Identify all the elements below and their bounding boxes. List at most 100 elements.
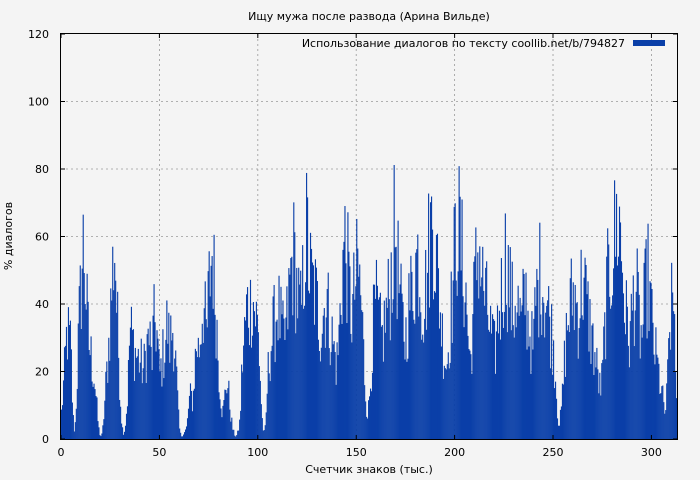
data-bar [596, 347, 598, 439]
data-bar [70, 349, 72, 439]
data-bar [633, 346, 635, 439]
data-bar [268, 373, 270, 439]
bar-series [61, 165, 678, 440]
data-bar [344, 206, 346, 439]
data-bar [67, 307, 70, 439]
data-bar [339, 303, 341, 439]
data-bar [639, 358, 641, 439]
data-bar [463, 327, 465, 439]
data-bar [397, 220, 399, 439]
data-bar [162, 329, 164, 439]
data-bar [161, 386, 163, 439]
data-bar [394, 247, 396, 439]
data-bar [96, 397, 98, 439]
data-bar [144, 350, 146, 439]
data-bar [206, 327, 208, 439]
data-bar [216, 319, 218, 439]
data-bar [621, 272, 624, 439]
data-bar [215, 358, 217, 439]
data-bar [244, 317, 246, 439]
y-tick-label: 40 [35, 298, 49, 311]
data-bar [227, 388, 229, 439]
data-bar [411, 271, 413, 439]
data-bar [327, 272, 329, 439]
data-bar [252, 302, 255, 439]
data-bar [273, 284, 275, 439]
data-bar [401, 293, 403, 439]
data-bar [460, 270, 462, 439]
data-bar [85, 309, 87, 439]
data-bar [110, 288, 112, 439]
data-bar [230, 421, 232, 439]
data-bar [651, 288, 653, 439]
data-bar [535, 305, 537, 439]
data-bar [300, 270, 302, 439]
data-bar [435, 235, 438, 439]
data-bar [168, 312, 170, 439]
data-bar [312, 265, 315, 439]
data-bar [94, 389, 96, 439]
data-bar [319, 361, 321, 439]
data-bar [670, 349, 672, 439]
data-bar [484, 305, 486, 439]
data-bar [245, 294, 248, 439]
data-bar [156, 330, 158, 439]
data-bar [512, 325, 514, 439]
x-axis-label: Счетчик знаков (тыс.) [305, 463, 433, 476]
data-bar [317, 339, 319, 439]
data-bar [160, 358, 162, 439]
data-bar [372, 284, 375, 439]
data-bar [83, 273, 85, 439]
data-bar [324, 347, 326, 439]
data-bar [109, 360, 111, 439]
data-bar [87, 301, 89, 439]
data-bar [599, 372, 601, 439]
data-bar [447, 352, 449, 439]
data-bar [419, 297, 421, 439]
data-bar [213, 234, 215, 439]
data-bar [458, 166, 460, 440]
data-bar [200, 344, 202, 439]
data-bar [501, 312, 503, 439]
data-bar [118, 357, 120, 439]
data-bar [475, 227, 477, 439]
data-bar [91, 381, 93, 439]
data-bar [664, 413, 666, 439]
data-bar [622, 293, 625, 439]
data-bar [246, 287, 249, 439]
data-bar [321, 333, 323, 439]
data-bar [322, 315, 324, 439]
data-bar [634, 310, 636, 439]
x-tick-label: 300 [641, 446, 662, 459]
data-bar [635, 291, 637, 439]
data-bar [412, 311, 414, 439]
data-bar [199, 344, 201, 439]
data-bar [297, 318, 299, 439]
data-bar [186, 418, 189, 439]
data-bar [499, 339, 502, 439]
data-bar [253, 311, 256, 439]
data-bar [111, 300, 113, 439]
data-bar [140, 338, 142, 439]
data-bar [446, 364, 448, 439]
data-bar [431, 229, 434, 439]
data-bar [257, 332, 259, 439]
data-bar [305, 282, 307, 439]
data-bar [307, 290, 310, 439]
data-bar [437, 268, 440, 439]
data-bar [348, 251, 350, 439]
data-bar [555, 398, 558, 439]
data-bar [171, 340, 173, 439]
data-bar [661, 386, 663, 439]
data-bar [198, 357, 200, 439]
data-bar [393, 165, 395, 440]
data-bar [130, 306, 132, 439]
data-bar [122, 434, 125, 439]
data-bar [258, 366, 260, 439]
data-bar [382, 361, 384, 439]
data-bar [157, 338, 159, 439]
data-bar [575, 303, 577, 439]
y-tick-label: 100 [28, 96, 49, 109]
data-bar [326, 288, 328, 439]
data-bar [64, 345, 67, 439]
